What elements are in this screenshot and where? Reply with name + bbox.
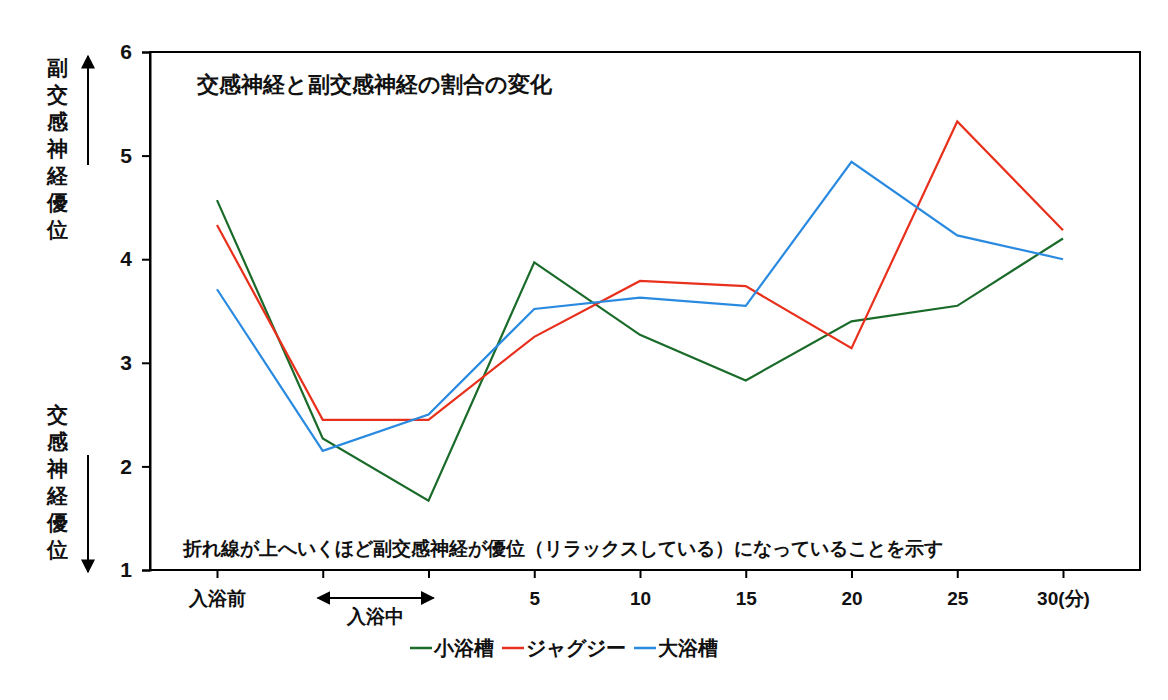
- x-tick-mark: [851, 570, 853, 578]
- y-tick: 4: [120, 247, 150, 270]
- x-tick: 30(分): [1037, 570, 1090, 609]
- span-arrow: [318, 597, 434, 599]
- legend-label: 小浴槽: [433, 636, 494, 660]
- lines: [217, 121, 1063, 500]
- x-tick-label: 5: [529, 588, 540, 609]
- x-tick: 15: [736, 570, 758, 609]
- y-tick-mark: [142, 466, 150, 468]
- x-tick: [323, 570, 324, 578]
- y-arrow-up: [87, 56, 89, 165]
- legend-label: 大浴槽: [658, 636, 718, 660]
- legend-swatch: [502, 647, 524, 650]
- x-tick-mark: [428, 570, 430, 578]
- x-tick: 入浴前: [188, 570, 246, 609]
- chart-title: 交感神経と副交感神経の割合の変化: [196, 72, 553, 97]
- y-tick-mark: [142, 52, 150, 54]
- y-tick-label: 4: [120, 247, 132, 270]
- x-tick-label: 25: [947, 588, 969, 609]
- y-label-upper: 副交感神経優位: [46, 56, 69, 242]
- series-line: [217, 162, 1063, 451]
- plot-frame: [150, 52, 1140, 570]
- x-tick: 20: [841, 570, 862, 609]
- legend: 小浴槽 ジャグジー 大浴槽: [410, 636, 718, 660]
- x-tick-mark: [957, 570, 959, 578]
- x-tick-label: 15: [736, 588, 758, 609]
- x-axis: 入浴前 5 10 15 20 25 30(分): [150, 570, 1140, 609]
- x-tick: 10: [630, 570, 651, 609]
- y-tick: 6: [120, 40, 150, 63]
- x-tick-label: 20: [841, 588, 862, 609]
- y-tick-mark: [142, 259, 150, 261]
- x-tick-mark: [322, 570, 324, 578]
- x-tick-mark: [534, 570, 536, 578]
- y-axis-line: [142, 53, 151, 571]
- legend-swatch: [634, 647, 656, 650]
- span-label: 入浴中: [346, 605, 404, 627]
- y-tick-label: 1: [120, 558, 132, 581]
- y-tick-label: 3: [120, 351, 132, 374]
- series-line: [217, 200, 1063, 500]
- x-tick-mark: [217, 570, 219, 578]
- x-tick-label: 10: [630, 588, 651, 609]
- chart: 1 2 3 4 5 6 入浴前 5 10 15 20 25 30(分) 入浴中 交感神経と副交感神経の割合の…: [0, 0, 1168, 700]
- y-tick: 5: [120, 144, 150, 167]
- y-tick: 2: [120, 455, 150, 478]
- y-arrow-down: [87, 455, 89, 572]
- x-tick: [429, 570, 430, 578]
- x-tick: 25: [947, 570, 969, 609]
- x-tick: 5: [529, 570, 540, 609]
- y-tick-mark: [142, 570, 150, 572]
- legend-label: ジャグジー: [526, 636, 626, 660]
- note: 折れ線が上へいくほど副交感神経が優位（リラックスしている）になっていることを示す: [182, 537, 943, 559]
- series-line: [217, 121, 1063, 419]
- x-tick-mark: [1063, 570, 1065, 578]
- x-axis-line: [150, 569, 1140, 571]
- y-label-lower: 交感神経優位: [46, 403, 69, 562]
- x-tick-mark: [745, 570, 747, 578]
- y-tick-mark: [142, 362, 150, 364]
- y-tick-mark: [142, 155, 150, 157]
- x-tick-label: 30(分): [1037, 588, 1090, 609]
- y-tick: 1: [120, 558, 150, 581]
- x-tick-mark: [640, 570, 642, 578]
- y-tick-label: 5: [120, 144, 132, 167]
- y-axis: 1 2 3 4 5 6: [120, 40, 150, 581]
- y-tick-label: 2: [120, 455, 132, 478]
- y-tick: 3: [120, 351, 150, 374]
- y-tick-label: 6: [120, 40, 132, 63]
- legend-swatch: [410, 647, 432, 650]
- x-tick-label: 入浴前: [188, 588, 246, 609]
